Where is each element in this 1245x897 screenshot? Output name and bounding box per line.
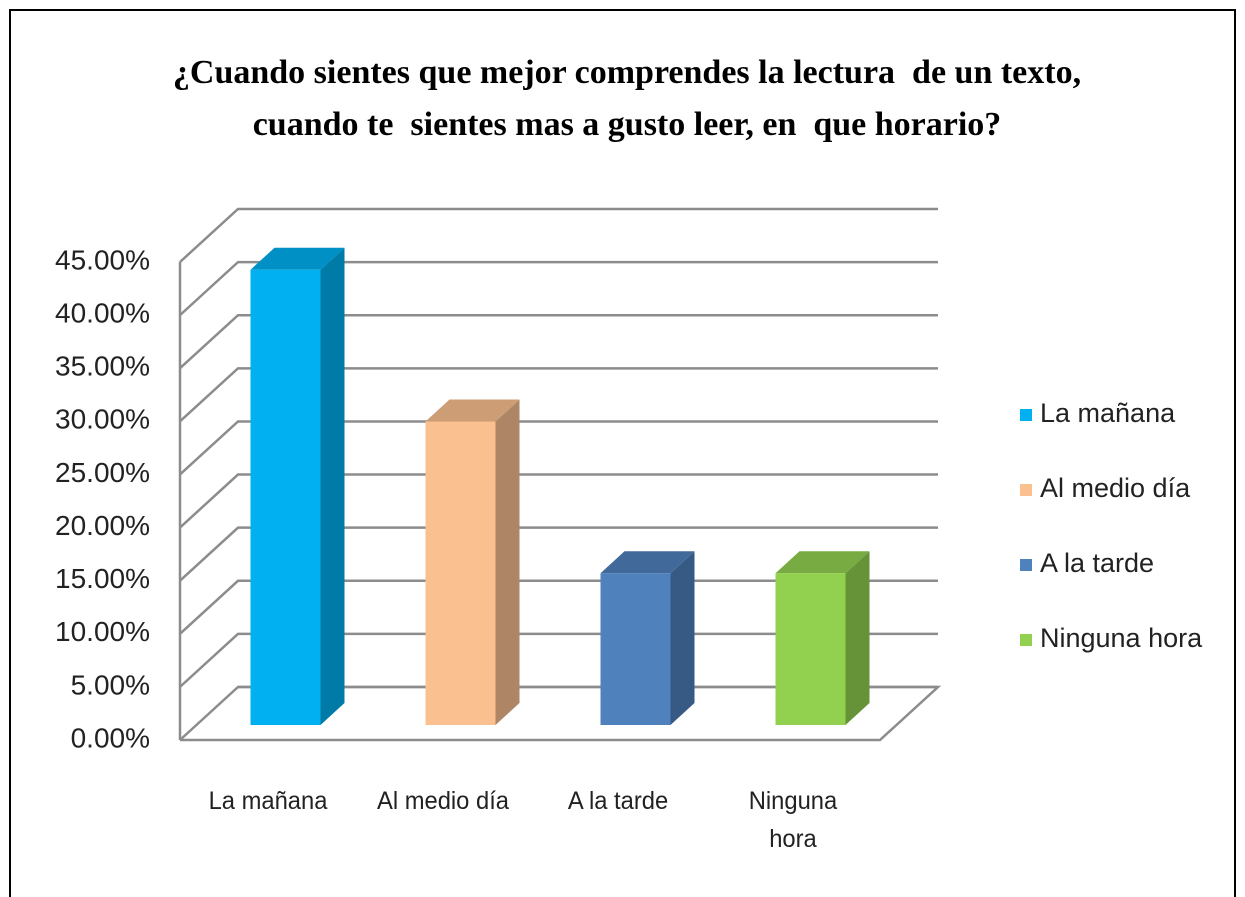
bar-side [320, 247, 345, 725]
legend-label: Ninguna hora [1040, 623, 1203, 653]
x-tick-label: La mañana [208, 787, 327, 815]
x-tick-label: A la tarde [567, 787, 668, 815]
y-tick-label: 25.00% [55, 457, 150, 488]
bar-side [845, 551, 870, 725]
y-tick-label: 5.00% [71, 669, 150, 700]
y-tick-label: 15.00% [55, 563, 150, 594]
bar-top [775, 551, 870, 574]
bar-top [250, 247, 345, 270]
grid-line [179, 313, 938, 370]
bar-top [425, 399, 520, 422]
bar-top [600, 551, 695, 574]
legend-label: A la tarde [1040, 548, 1154, 578]
chart-title: cuando te sientes mas a gusto leer, en q… [253, 106, 1002, 143]
bar [250, 269, 321, 725]
y-tick-label: 10.00% [55, 616, 150, 647]
grid-line [179, 473, 938, 529]
bar [600, 573, 671, 725]
y-tick-label: 45.00% [55, 244, 150, 275]
x-tick-label: Ninguna hora [748, 787, 837, 853]
grid-line [179, 420, 938, 476]
y-tick-label: 35.00% [55, 351, 150, 382]
y-tick-label: 20.00% [55, 510, 150, 541]
legend-swatch [1020, 409, 1032, 421]
y-tick-label: 30.00% [55, 404, 150, 435]
grid-line [179, 632, 938, 688]
grid-line [179, 367, 938, 423]
bar [425, 421, 496, 725]
bar [775, 573, 846, 725]
bar-side [495, 399, 520, 725]
legend-swatch [1020, 484, 1032, 496]
grid-line [179, 685, 938, 741]
legend-label: La mañana [1040, 398, 1176, 428]
bar-side [670, 551, 695, 725]
grid-line [179, 207, 938, 263]
y-tick-label: 40.00% [55, 298, 150, 329]
y-tick-label: 0.00% [71, 722, 150, 753]
grid-line [179, 579, 938, 635]
legend-swatch [1020, 634, 1032, 646]
frame [9, 9, 1236, 897]
legend-swatch [1020, 559, 1032, 571]
grid-line [179, 260, 938, 317]
chart-title: ¿Cuando sientes que mejor comprendes la … [173, 54, 1081, 91]
grid-line [179, 526, 938, 582]
legend-label: Al medio día [1040, 473, 1191, 503]
x-tick-label: Al medio día [376, 787, 509, 815]
